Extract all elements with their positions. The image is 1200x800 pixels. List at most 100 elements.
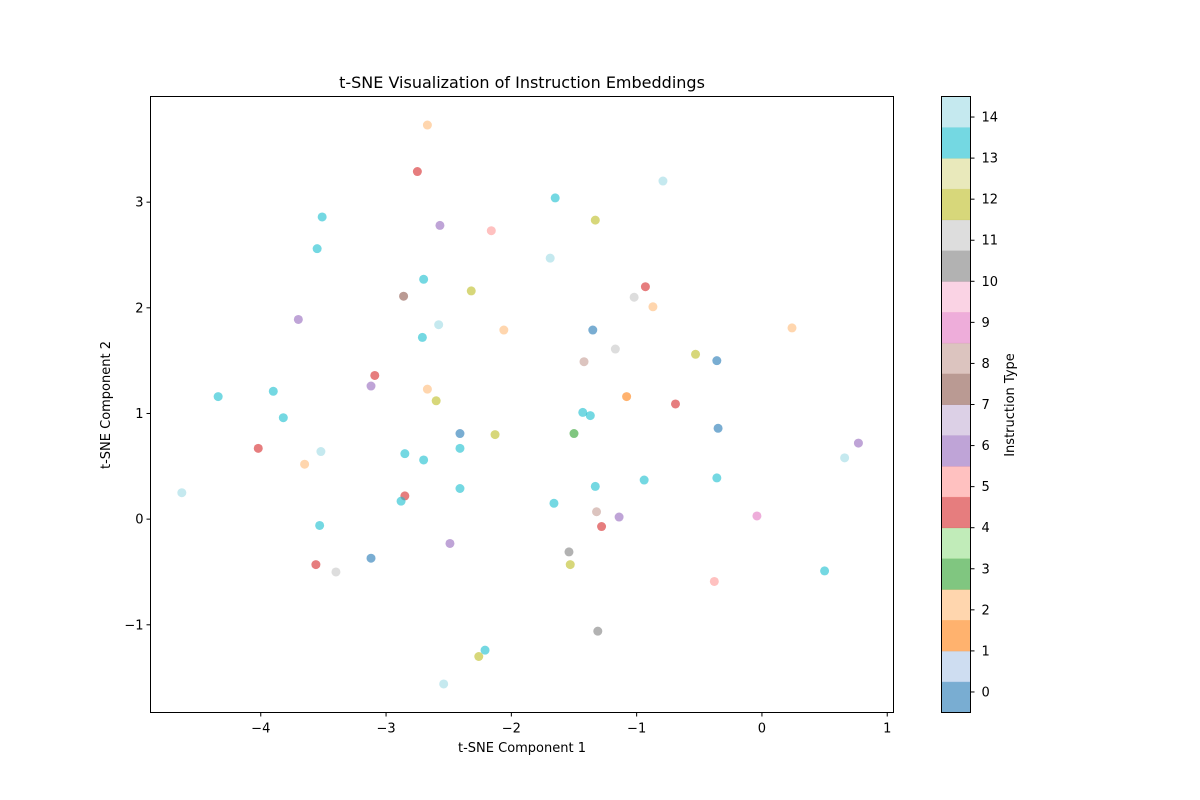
colorbar-segment <box>941 527 971 559</box>
data-point <box>579 357 589 367</box>
data-point <box>399 291 409 301</box>
x-tick-label: −1 <box>627 722 646 737</box>
data-point <box>435 220 445 230</box>
data-point <box>820 566 830 576</box>
colorbar-segment <box>941 435 971 467</box>
data-point <box>213 392 223 402</box>
data-point <box>486 226 496 236</box>
data-point <box>434 320 444 330</box>
colorbar-segment <box>941 219 971 251</box>
data-point <box>752 511 762 521</box>
x-axis-label: t-SNE Component 1 <box>458 741 586 756</box>
data-point <box>445 538 455 548</box>
x-axis: −4 −3 −2 −1 0 1 <box>251 712 891 737</box>
x-tick-label: 1 <box>883 722 891 737</box>
data-point <box>366 553 376 563</box>
y-tick-label: 2 <box>135 301 143 316</box>
data-point <box>417 332 427 342</box>
data-point <box>712 473 722 483</box>
colorbar-segment <box>941 373 971 405</box>
colorbar-segment <box>941 127 971 159</box>
colorbar-tick-label: 6 <box>982 439 990 454</box>
data-point <box>455 484 465 493</box>
data-point <box>614 512 624 522</box>
data-point <box>455 443 465 453</box>
colorbar-tick-label: 13 <box>982 152 999 167</box>
data-point <box>474 652 484 661</box>
data-point <box>466 286 476 296</box>
colorbar-tick-label: 11 <box>982 234 999 249</box>
data-point <box>639 475 649 485</box>
data-point <box>691 349 701 359</box>
data-point <box>293 314 303 324</box>
colorbar-tick-label: 2 <box>982 603 990 618</box>
colorbar-segment <box>941 404 971 436</box>
data-point <box>658 176 668 186</box>
data-point <box>278 413 288 423</box>
data-point <box>588 325 598 335</box>
data-point <box>490 430 500 440</box>
data-point <box>253 443 263 453</box>
y-tick-label: 1 <box>135 407 143 422</box>
data-point <box>419 274 429 284</box>
data-point <box>787 323 797 333</box>
colorbar-tick-label: 1 <box>982 644 990 659</box>
colorbar-segment <box>941 96 971 128</box>
colorbar-segment <box>941 681 971 713</box>
data-point <box>640 282 650 292</box>
data-point <box>840 453 850 463</box>
colorbar-segment <box>941 496 971 529</box>
colorbar-segment <box>941 558 971 590</box>
data-point <box>268 386 278 396</box>
colorbar-tick-label: 14 <box>982 111 999 126</box>
colorbar-tick-label: 5 <box>982 480 990 495</box>
data-point <box>366 381 376 391</box>
colorbar-segment <box>941 650 971 683</box>
data-point <box>610 344 620 354</box>
data-point <box>622 392 632 402</box>
data-point <box>300 459 310 469</box>
y-tick-label: 3 <box>135 196 143 211</box>
data-point <box>412 167 422 177</box>
colorbar-label: Instruction Type <box>1003 353 1018 457</box>
y-axis-label: t-SNE Component 2 <box>99 341 114 469</box>
data-point <box>853 438 863 448</box>
x-tick-label: 0 <box>758 722 766 737</box>
chart-title: t-SNE Visualization of Instruction Embed… <box>339 73 705 92</box>
data-point <box>422 120 432 130</box>
data-point <box>629 292 639 302</box>
x-tick-label: −2 <box>502 722 521 737</box>
colorbar-segment <box>941 312 971 344</box>
data-point <box>316 447 326 457</box>
data-point <box>592 507 602 517</box>
plot-frame <box>150 96 894 713</box>
data-point <box>331 567 341 577</box>
data-point <box>422 384 432 394</box>
data-point <box>317 212 327 222</box>
colorbar-segment <box>941 250 971 282</box>
colorbar-tick-label: 9 <box>982 316 990 331</box>
data-point <box>670 399 680 409</box>
colorbar-segment <box>941 281 971 313</box>
data-point <box>400 449 410 459</box>
data-point <box>593 626 603 636</box>
data-point <box>565 560 575 570</box>
data-point <box>312 244 322 254</box>
colorbar-tick-label: 0 <box>982 685 990 700</box>
data-point <box>370 370 380 380</box>
colorbar-segment <box>941 342 971 375</box>
data-point <box>419 455 429 465</box>
colorbar-segment <box>941 620 971 652</box>
data-point <box>585 411 595 421</box>
colorbar-tick-label: 10 <box>982 275 999 290</box>
data-point <box>177 488 187 498</box>
data-point <box>578 407 588 417</box>
data-point <box>396 496 406 506</box>
data-point <box>480 645 490 655</box>
data-point <box>713 423 723 433</box>
colorbar-segment <box>941 188 971 221</box>
data-point <box>499 325 509 335</box>
plot-area <box>177 120 863 689</box>
